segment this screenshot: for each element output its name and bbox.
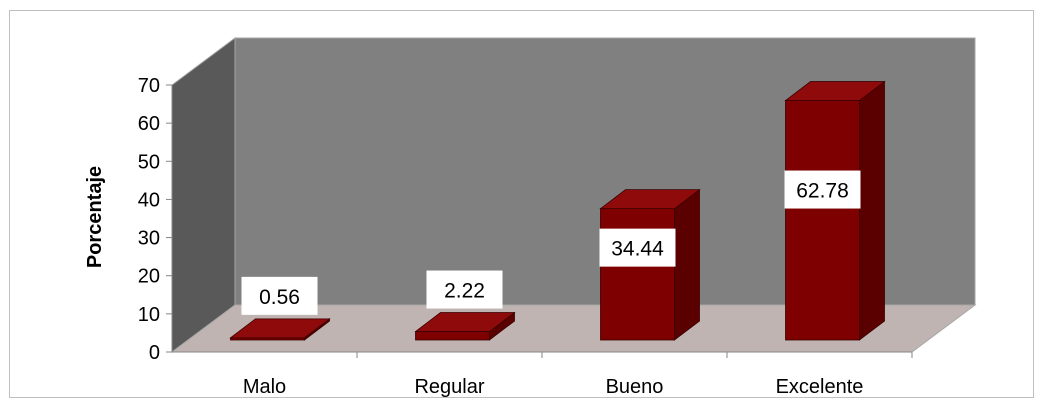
x-tick-label: Bueno — [606, 376, 664, 398]
x-axis-labels: Malo Regular Bueno Excelente — [243, 376, 864, 398]
bar-bueno: 34.44 — [599, 188, 701, 341]
data-label-box — [599, 228, 676, 267]
x-tick-label: Regular — [414, 376, 484, 398]
bar-excelente: 62.78 — [784, 80, 886, 341]
y-tick-label: 0 — [149, 342, 160, 364]
bar-top — [784, 81, 886, 101]
data-label: 0.56 — [259, 286, 300, 309]
bar-regular: 2.22 — [414, 270, 516, 341]
side-wall — [171, 37, 236, 353]
y-axis: 0 10 20 30 40 50 60 70 — [138, 75, 913, 364]
bar-side — [674, 188, 700, 341]
data-label: 34.44 — [611, 238, 664, 261]
y-tick-label: 20 — [138, 266, 160, 288]
bar-side — [859, 80, 885, 341]
bar-top — [599, 189, 701, 210]
bar-front — [415, 331, 490, 341]
data-label-box — [426, 270, 503, 309]
y-tick-label: 70 — [138, 75, 160, 97]
bar-front — [785, 100, 860, 341]
data-label: 2.22 — [444, 280, 485, 303]
y-tick-label: 30 — [138, 228, 160, 250]
bar-front — [600, 208, 675, 341]
y-axis-title: Porcentaje — [84, 166, 106, 268]
data-label: 62.78 — [796, 180, 849, 203]
data-label-box — [241, 276, 318, 315]
bar-malo: 0.56 — [229, 276, 331, 341]
bars: 0.56 2.22 34.44 62.78 — [229, 80, 886, 341]
x-tick-label: Excelente — [776, 376, 864, 398]
x-tick-label: Malo — [243, 376, 286, 398]
y-tick-label: 50 — [138, 151, 160, 173]
y-tick-label: 60 — [138, 113, 160, 135]
y-tick-label: 10 — [138, 304, 160, 326]
data-label-box — [784, 170, 861, 209]
y-tick-label: 40 — [138, 189, 160, 211]
bar-top — [229, 318, 331, 339]
bar-top — [414, 312, 516, 332]
